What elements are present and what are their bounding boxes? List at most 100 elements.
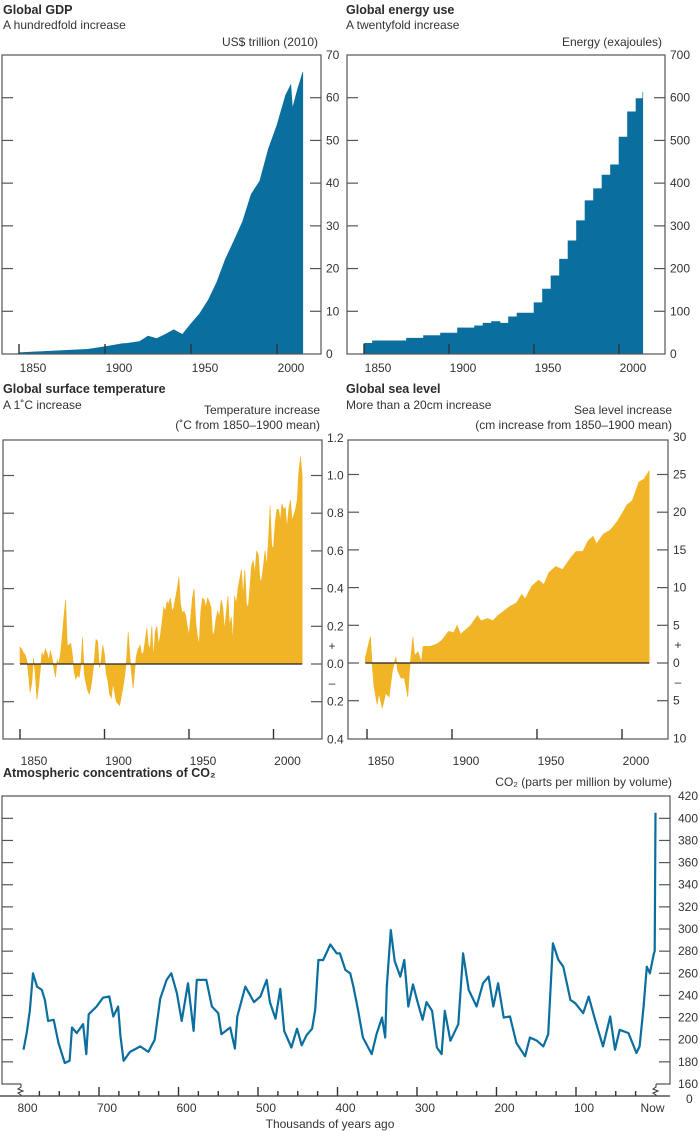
y-tick-label: 15 — [673, 543, 687, 557]
y-tick-label: 0.8 — [327, 506, 344, 520]
x-tick-label: 300 — [415, 1101, 435, 1115]
y-tick-label: 180 — [678, 1055, 698, 1069]
chart-subtitle: More than a 20cm increase — [346, 398, 492, 412]
y-tick-label: 5 — [673, 694, 680, 708]
y-tick-label: 300 — [678, 922, 698, 936]
y-tick-label: 0.4 — [327, 582, 344, 596]
x-tick-label: 1850 — [368, 754, 395, 768]
y-axis-label: US$ trillion (2010) — [222, 35, 318, 49]
chart-title: Atmospheric concentrations of CO₂ — [3, 766, 216, 780]
plus-sign-label: + — [674, 638, 681, 652]
x-tick-label: 700 — [97, 1101, 117, 1115]
x-tick-label: 400 — [335, 1101, 355, 1115]
y-tick-label: 30 — [326, 219, 340, 233]
plot-frame — [1, 795, 671, 1085]
x-tick-label: 200 — [494, 1101, 514, 1115]
x-tick-label: Now — [640, 1101, 664, 1115]
y-tick-label: 400 — [670, 176, 690, 190]
x-tick-label: 800 — [17, 1101, 37, 1115]
y-tick-label: 400 — [678, 811, 698, 825]
y-tick-label: 380 — [678, 833, 698, 847]
x-tick-label: 1850 — [20, 361, 47, 375]
y-tick-label: 260 — [678, 966, 698, 980]
y-axis-label: Sea level increase — [574, 403, 672, 417]
chart-panel-4: Global sea level More than a 20cm increas… — [346, 382, 687, 768]
x-tick-label: 1950 — [535, 361, 562, 375]
y-tick-label: 0 — [326, 347, 333, 361]
y-tick-label: 20 — [326, 262, 340, 276]
y-tick-label: 220 — [678, 1011, 698, 1025]
y-tick-label: 70 — [326, 48, 340, 62]
y-tick-label: 5 — [673, 618, 680, 632]
y-tick-label: 0.2 — [327, 619, 344, 633]
y-tick-label: 360 — [678, 856, 698, 870]
area-series — [365, 469, 650, 709]
chart-subtitle: A twentyfold increase — [346, 18, 460, 32]
x-tick-label: 1900 — [105, 754, 132, 768]
y-tick-label: 320 — [678, 900, 698, 914]
y-tick-label: 160 — [678, 1077, 698, 1091]
area-series — [363, 91, 644, 355]
y-tick-label: 0.4 — [327, 732, 344, 746]
y-tick-label: 25 — [673, 468, 687, 482]
y-tick-label: 10 — [673, 581, 687, 595]
plot-frame — [2, 439, 323, 740]
y-tick-label: 240 — [678, 988, 698, 1002]
x-axis-label: Thousands of years ago — [266, 1117, 395, 1131]
y-tick-label: 10 — [673, 731, 687, 745]
y-tick-label: 300 — [670, 219, 690, 233]
chart-subtitle: A 1˚C increase — [3, 398, 82, 412]
x-tick-label: 2000 — [620, 361, 647, 375]
y-tick-label: 200 — [670, 262, 690, 276]
y-tick-label: 500 — [670, 133, 690, 147]
x-tick-label: 2000 — [623, 754, 650, 768]
y-tick-label: 30 — [673, 430, 687, 444]
y-tick-label: 100 — [670, 304, 690, 318]
y-tick-label: 340 — [678, 878, 698, 892]
x-tick-label: 1950 — [192, 361, 219, 375]
chart-title: Global energy use — [346, 3, 454, 17]
y-tick-label: 0.6 — [327, 544, 344, 558]
area-series — [19, 456, 303, 707]
x-tick-label: 500 — [256, 1101, 276, 1115]
y-tick-label: 1.0 — [327, 469, 344, 483]
x-tick-label: 600 — [176, 1101, 196, 1115]
y-tick-label: 20 — [673, 505, 687, 519]
plus-sign-label: + — [328, 639, 335, 653]
plot-frame — [346, 54, 666, 355]
x-tick-label: 1900 — [450, 361, 477, 375]
minus-sign-label: – — [329, 676, 336, 690]
x-tick-label: 1900 — [453, 754, 480, 768]
area-series — [18, 72, 304, 355]
chart-title: Global GDP — [3, 3, 72, 17]
y-tick-label: 280 — [678, 944, 698, 958]
y-axis-label: Energy (exajoules) — [562, 35, 662, 49]
y-tick-label: 0.0 — [327, 657, 344, 671]
co2-line-series — [22, 812, 657, 1065]
y-tick-label: 700 — [670, 48, 690, 62]
plot-frame — [347, 439, 669, 740]
x-tick-label: 100 — [574, 1101, 594, 1115]
x-tick-label: 2000 — [274, 754, 301, 768]
chart-panel-3: Global surface temperature A 1˚C increase… — [2, 382, 344, 768]
x-tick-label: 1850 — [21, 754, 48, 768]
y-origin-label: 0 — [686, 1092, 693, 1106]
minus-sign-label: – — [675, 675, 682, 689]
y-tick-label: 60 — [326, 91, 340, 105]
y-tick-label: 1.2 — [327, 431, 344, 445]
chart-panel-co2: Atmospheric concentrations of CO₂ CO₂ (pa… — [0, 766, 698, 1131]
y-tick-label: 40 — [326, 176, 340, 190]
y-tick-label: 600 — [670, 91, 690, 105]
plot-frame — [1, 54, 322, 355]
y-axis-label: (˚C from 1850–1900 mean) — [175, 418, 320, 432]
y-axis-label: CO₂ (parts per million by volume) — [495, 775, 672, 789]
x-tick-label: 2000 — [278, 361, 305, 375]
x-tick-label: 1950 — [538, 754, 565, 768]
y-tick-label: 0.2 — [327, 695, 344, 709]
y-tick-label: 50 — [326, 133, 340, 147]
y-tick-label: 420 — [678, 789, 698, 803]
chart-title: Global sea level — [346, 382, 441, 396]
